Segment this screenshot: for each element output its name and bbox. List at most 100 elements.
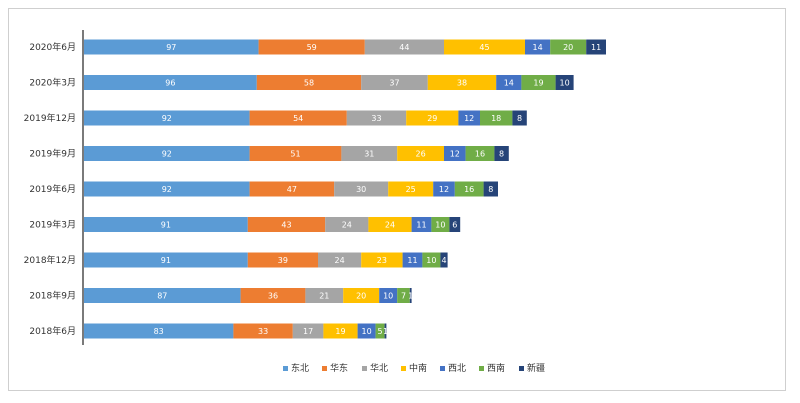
data-label: 12 (450, 150, 460, 159)
bar-segment (249, 181, 335, 197)
data-label: 14 (504, 79, 514, 88)
data-label: 10 (426, 256, 436, 265)
category-label: 2020年3月 (29, 77, 76, 89)
data-label: 6 (452, 221, 457, 230)
data-label: 33 (258, 327, 268, 336)
data-label: 91 (161, 221, 171, 230)
bar-segment (411, 217, 432, 232)
bar-segment (449, 217, 461, 232)
bar-segment (512, 110, 527, 126)
data-label: 23 (377, 256, 387, 265)
data-label: 12 (464, 114, 474, 123)
category-label: 2019年6月 (29, 183, 76, 195)
data-label: 39 (278, 256, 288, 265)
legend-swatch (479, 366, 484, 371)
bar-segment (249, 110, 347, 126)
data-label: 83 (154, 327, 164, 336)
data-label: 11 (407, 256, 417, 265)
bar-segment (555, 75, 574, 90)
data-label: 24 (335, 256, 345, 265)
bar-segment (346, 110, 407, 126)
data-label: 24 (342, 221, 352, 230)
data-label: 25 (406, 185, 416, 194)
bar-segment (375, 323, 385, 339)
category-label: 2019年3月 (29, 219, 76, 231)
bar-segment (84, 75, 257, 90)
data-label: 97 (166, 43, 176, 52)
data-label: 10 (435, 221, 445, 230)
bar-segment (357, 323, 376, 339)
bar-segment (431, 217, 450, 232)
bar-segment (305, 288, 344, 303)
data-label: 10 (383, 292, 393, 301)
data-label: 96 (165, 79, 175, 88)
bar-segment (334, 181, 389, 197)
data-label: 51 (290, 150, 300, 159)
bar-segment (341, 146, 398, 161)
data-label: 16 (475, 150, 485, 159)
data-label: 87 (157, 292, 167, 301)
data-label: 1 (408, 292, 413, 301)
data-label: 8 (488, 185, 493, 194)
bar-segment (84, 146, 250, 161)
category-label: 2018年6月 (29, 325, 76, 337)
bar-segment (84, 181, 250, 197)
data-label: 10 (560, 79, 570, 88)
bar-segment (550, 39, 587, 55)
bar-segment (361, 252, 403, 268)
legend: 东北 华东 华北 中南 西北 西南 新疆 (283, 362, 545, 374)
legend-swatch (362, 366, 367, 371)
bar-segment (388, 181, 434, 197)
data-label: 19 (335, 327, 345, 336)
bar-segment (433, 181, 455, 197)
data-label: 59 (307, 43, 317, 52)
bar-segment (233, 323, 293, 339)
data-label: 37 (389, 79, 399, 88)
data-label: 36 (268, 292, 278, 301)
data-label: 58 (304, 79, 314, 88)
bar-segment (258, 39, 365, 55)
bar-segment (406, 110, 459, 126)
data-label: 33 (371, 114, 381, 123)
data-label: 21 (319, 292, 329, 301)
category-label: 2018年12月 (24, 254, 76, 266)
bar-segment (427, 75, 497, 90)
data-label: 12 (439, 185, 449, 194)
legend-entry: 新疆 (527, 362, 545, 374)
bar-segment (84, 252, 248, 268)
data-label: 43 (281, 221, 291, 230)
data-label: 54 (293, 114, 303, 123)
data-label: 47 (287, 185, 297, 194)
data-label: 8 (499, 150, 504, 159)
bar-segment (521, 75, 556, 90)
data-label: 30 (356, 185, 366, 194)
bar-segment (318, 252, 362, 268)
data-label: 24 (385, 221, 395, 230)
bar-segment (361, 75, 428, 90)
data-label: 20 (563, 43, 573, 52)
bar-segment (384, 323, 387, 339)
data-label: 26 (416, 150, 426, 159)
bar-segment (368, 217, 412, 232)
data-label: 31 (364, 150, 374, 159)
data-label: 92 (162, 150, 172, 159)
bar-segment (444, 146, 466, 161)
legend-swatch (322, 366, 327, 371)
bar-segment (240, 288, 306, 303)
bar-segment (249, 146, 342, 161)
bar-segment (409, 288, 412, 303)
bar-segment (586, 39, 606, 55)
bar-segment (84, 39, 259, 55)
data-label: 17 (303, 327, 313, 336)
bar-segment (525, 39, 551, 55)
category-label: 2019年9月 (29, 148, 76, 160)
data-label: 38 (457, 79, 467, 88)
legend-swatch (519, 366, 524, 371)
data-label: 18 (491, 114, 501, 123)
data-label: 5 (378, 327, 383, 336)
bar-segment (465, 146, 495, 161)
data-label: 11 (416, 221, 426, 230)
data-label: 19 (533, 79, 543, 88)
legend-entry: 东北 (291, 362, 309, 374)
